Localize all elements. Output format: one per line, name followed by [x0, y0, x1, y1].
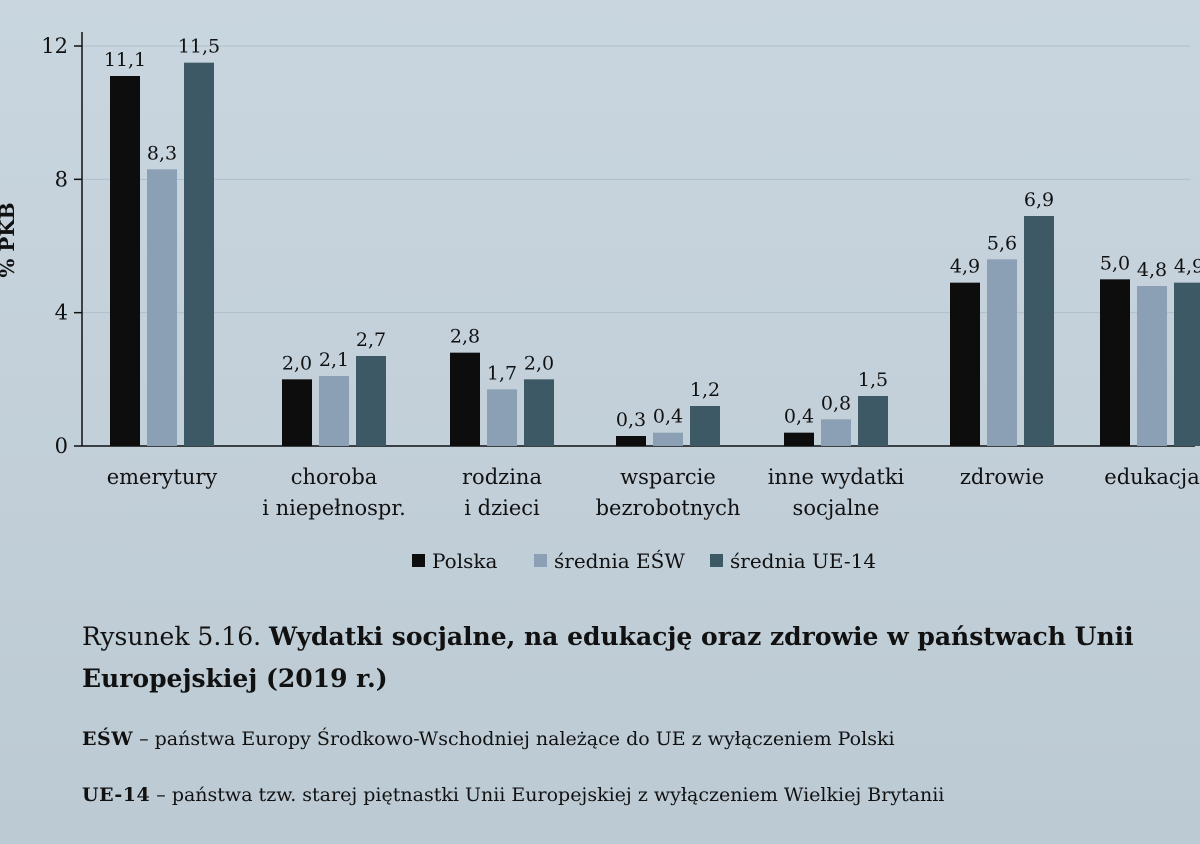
value-label: 2,0	[524, 352, 554, 374]
footnote-ue14: UE-14 – państwa tzw. starej piętnastki U…	[82, 784, 1172, 806]
bar	[184, 62, 214, 447]
category-label: inne wydatki socjalne	[768, 465, 905, 520]
value-label: 8,3	[147, 142, 177, 164]
bar	[487, 389, 517, 446]
legend-swatch	[710, 554, 723, 567]
bar	[1100, 279, 1130, 446]
bar	[110, 76, 140, 446]
value-label: 0,8	[821, 392, 851, 414]
value-label: 2,1	[319, 349, 349, 371]
bar	[356, 356, 386, 446]
bar-chart: 0 4 8 12 % PKB 11,1 2,0 2,8 0,3 0,4 4,9 5,0 8,3 2,1 1…	[0, 32, 1200, 573]
value-label: 2,8	[450, 326, 480, 348]
bar	[1137, 286, 1167, 446]
footnote-esw-abbr: EŚW	[82, 728, 134, 750]
bar	[858, 396, 888, 446]
bar	[319, 376, 349, 446]
value-label: 0,4	[653, 406, 683, 428]
bar	[282, 379, 312, 446]
value-label: 1,5	[858, 369, 888, 391]
bar	[690, 406, 720, 446]
value-label: 0,4	[784, 406, 814, 428]
bar	[147, 169, 177, 447]
category-label: rodzina i dzieci	[462, 465, 542, 520]
y-tick-label: 4	[55, 301, 68, 325]
bar	[1024, 216, 1054, 446]
footnote-esw-text: – państwa Europy Środkowo-Wschodniej nal…	[133, 728, 895, 750]
value-label: 1,2	[690, 379, 720, 401]
value-label: 4,9	[1174, 256, 1200, 278]
value-label: 2,7	[356, 329, 386, 351]
caption-title: Wydatki socjalne, na edukację oraz zdrow…	[82, 622, 1134, 693]
bar	[784, 432, 814, 446]
value-label: 4,8	[1137, 259, 1167, 281]
value-label: 11,1	[104, 49, 146, 71]
value-label: 5,0	[1100, 252, 1130, 274]
category-label: zdrowie	[960, 465, 1044, 489]
category-label: emerytury	[107, 465, 218, 489]
footnote-ue14-text: – państwa tzw. starej piętnastki Unii Eu…	[150, 784, 945, 806]
footnote-esw: EŚW – państwa Europy Środkowo-Wschodniej…	[82, 728, 1172, 750]
category-label: edukacja	[1104, 465, 1199, 489]
bar	[950, 282, 980, 446]
legend-label: średnia UE-14	[730, 549, 876, 573]
value-label: 1,7	[487, 362, 517, 384]
bar	[524, 379, 554, 446]
footnote-ue14-abbr: UE-14	[82, 784, 151, 806]
legend-label: średnia EŚW	[554, 548, 685, 573]
value-label: 0,3	[616, 409, 646, 431]
value-label: 5,6	[987, 232, 1017, 254]
bar	[987, 259, 1017, 446]
bar	[450, 352, 480, 446]
bar	[616, 436, 646, 446]
y-tick-label: 12	[41, 34, 68, 58]
y-tick-label: 0	[55, 434, 68, 458]
legend-label: Polska	[432, 549, 497, 573]
legend-swatch	[412, 554, 425, 567]
category-label: wsparcie bezrobotnych	[596, 465, 741, 520]
value-label: 2,0	[282, 352, 312, 374]
value-label: 11,5	[178, 36, 220, 58]
caption-prefix: Rysunek 5.16.	[82, 622, 262, 651]
category-label: choroba i niepełnospr.	[262, 465, 406, 520]
value-label: 4,9	[950, 256, 980, 278]
figure-caption: Rysunek 5.16. Wydatki socjalne, na eduka…	[82, 616, 1162, 700]
bar	[821, 419, 851, 446]
legend-swatch	[534, 554, 547, 567]
y-tick-label: 8	[55, 167, 68, 191]
value-label: 6,9	[1024, 189, 1054, 211]
bar	[653, 432, 683, 446]
y-axis-title: % PKB	[0, 202, 19, 277]
bar	[1174, 282, 1200, 446]
